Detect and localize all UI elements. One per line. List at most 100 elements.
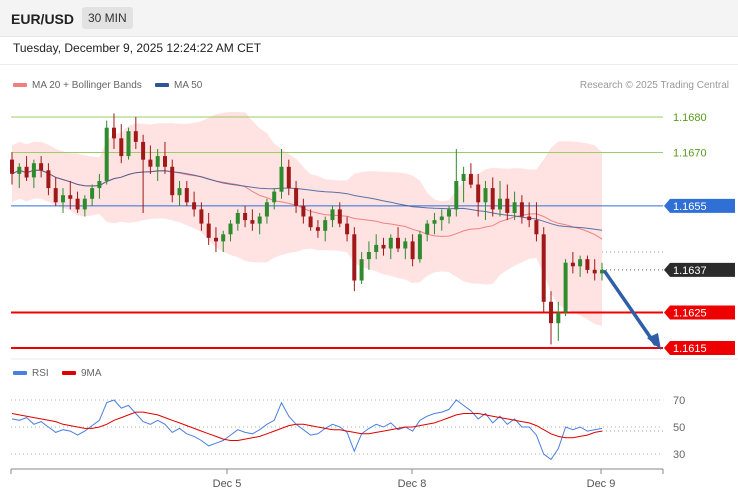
candle-body [112,127,116,139]
legend-ma9: 9MA [62,368,102,379]
candle-body [476,184,481,203]
legend-label-ma50: MA 50 [174,80,203,91]
rsi-series-rsi [11,399,603,461]
candle-body [410,241,415,260]
legend-label-rsi: RSI [32,368,49,379]
candle-body [119,138,124,157]
candle-body [90,188,95,199]
candle-body [31,163,36,178]
timeframe-button[interactable]: 30 MIN [82,7,133,29]
candle-body [549,301,553,324]
candle-body [381,244,386,249]
candle-body [498,198,502,210]
candle-body [24,166,29,178]
candle-body [177,188,182,196]
candle-body [163,156,167,167]
price-label-1.1680: 1.1680 [673,112,707,124]
datetime-label: Tuesday, December 9, 2025 12:24:22 AM CE… [13,41,262,55]
candle-body [46,170,51,189]
candle-body [141,141,146,160]
candle-body [600,269,604,274]
toolbar: EUR/USD 30 MIN [0,0,738,37]
candle-body [228,223,233,235]
candle-body [352,234,357,281]
candle-body [97,181,102,189]
bollinger-band [12,112,602,326]
candle-body [592,269,597,274]
x-tick-label: Dec 5 [213,478,242,490]
legend-swatch-ma9 [62,371,76,376]
candle-body [301,205,306,217]
candle-body [417,234,422,260]
candle-body [534,220,539,235]
candle-body [541,234,546,302]
candle-body [468,173,473,185]
candle-body [578,259,583,267]
candle-body [366,252,371,260]
candle-body [82,198,87,210]
candle-body [286,166,291,189]
candle-body [250,220,255,224]
legend-swatch-ma50 [155,83,169,88]
candle-body [148,159,153,167]
candle-body [585,259,590,270]
candle-body [454,181,459,210]
rsi-tick-50: 50 [673,422,685,434]
legend-label-ma9: 9MA [81,368,102,379]
candle-body [75,198,80,210]
candle-body [170,166,175,196]
candle-body [214,237,218,242]
candle-body [512,202,517,213]
price-label-bg-1.1615 [664,341,735,355]
forecast-arrow-head [647,333,661,350]
candle-body [10,159,14,174]
candle-body [264,202,269,217]
candle-body [432,220,437,224]
candle-body [315,227,320,231]
x-tick-label: Dec 9 [587,478,616,490]
candle-body [294,188,299,206]
price-label-bg-1.1637 [664,262,735,277]
price-label-1.1670: 1.1670 [673,148,707,160]
legend-label-ma20: MA 20 + Bollinger Bands [32,80,142,91]
candle-body [527,216,532,221]
candle-body [235,213,240,224]
candle-body [388,237,393,249]
candle-body [68,195,73,199]
candle-body [519,202,524,217]
candle-body [337,209,342,224]
candle-body [570,262,575,267]
candle-body [192,202,197,210]
candle-body [104,127,109,181]
forecast-arrow-shaft [603,270,657,346]
candle-body [323,220,328,231]
price-label-bg-1.1655 [664,198,735,213]
candle-body [563,262,568,313]
candle-body [53,188,58,203]
price-label-bg-1.1625 [664,305,735,320]
candle-body [461,173,466,181]
candle-body [243,213,248,221]
candle-body [345,223,350,235]
x-tick-label: Dec 8 [398,478,427,490]
candle-body [447,209,451,217]
price-label-1.1637: 1.1637 [673,265,707,277]
candle-body [330,209,335,221]
candle-body [556,312,561,324]
candle-body [155,156,160,167]
candle-body [206,223,211,238]
price-label-1.1615: 1.1615 [673,343,707,355]
candle-body [257,216,262,224]
candle-body [39,163,44,171]
candle-body [359,259,364,281]
symbol-label[interactable]: EUR/USD [11,11,75,27]
rsi-tick-70: 70 [673,395,685,407]
candle-body [199,209,204,224]
credit-text: Research © 2025 Trading Central [579,80,729,91]
candle-body [403,241,408,249]
candle-body [279,166,284,192]
price-label-1.1625: 1.1625 [673,307,707,319]
candle-body [425,223,430,235]
rsi-tick-30: 30 [673,449,685,461]
